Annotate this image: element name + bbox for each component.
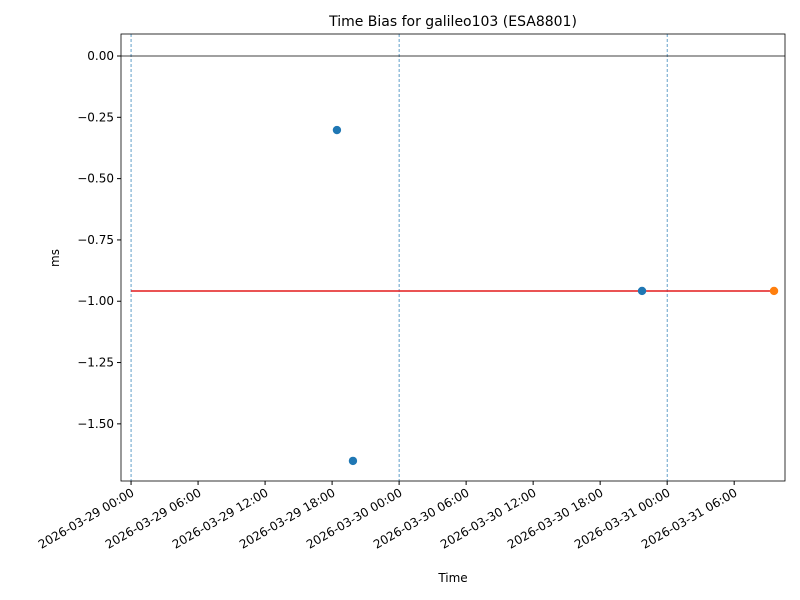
y-axis-label: ms	[48, 249, 62, 267]
point	[348, 456, 358, 466]
y-tick-label: −1.50	[77, 417, 114, 431]
y-tick-label: −1.25	[77, 356, 114, 370]
x-axis-label: Time	[437, 571, 467, 585]
plot-frame	[120, 33, 786, 482]
point	[332, 125, 342, 135]
y-tick-label: −1.00	[77, 294, 114, 308]
point	[769, 286, 779, 296]
y-tick-label: −0.25	[77, 110, 114, 124]
point	[637, 286, 647, 296]
y-tick-label: −0.50	[77, 172, 114, 186]
y-tick-label: −0.75	[77, 233, 114, 247]
chart-title: Time Bias for galileo103 (ESA8801)	[328, 14, 577, 30]
y-tick-label: 0.00	[87, 49, 114, 63]
